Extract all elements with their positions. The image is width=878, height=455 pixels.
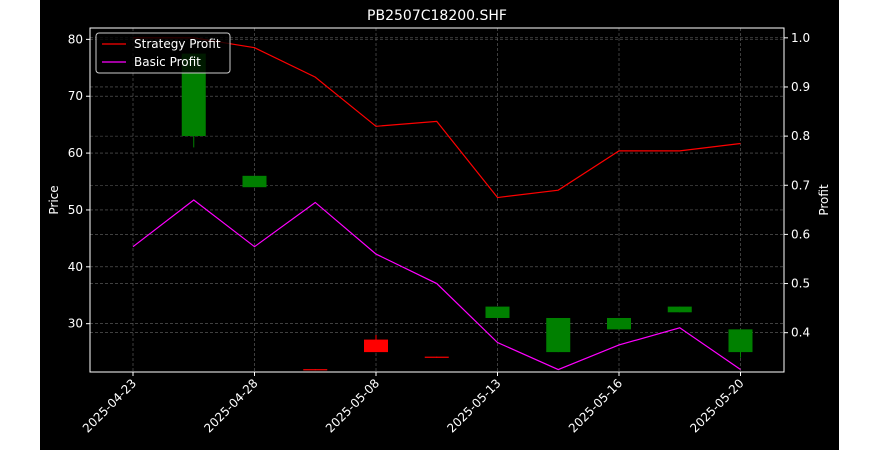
y-tick-label-right: 0.4: [791, 326, 810, 340]
basic-profit-line: [132, 199, 741, 371]
candle-body: [242, 175, 267, 188]
candle-body: [607, 317, 631, 330]
legend-label-strategy: Strategy Profit: [134, 37, 221, 51]
candle-body: [546, 317, 571, 353]
y-tick-label-left: 50: [68, 203, 83, 217]
y-tick-label-left: 60: [68, 146, 83, 160]
figure-background: [40, 0, 839, 450]
legend: Strategy Profit Basic Profit: [95, 32, 231, 74]
y-tick-label-right: 1.0: [791, 31, 810, 45]
y-tick-label-right: 0.5: [791, 277, 810, 291]
y-tick-label-left: 30: [68, 317, 83, 331]
y-tick-label-right: 0.9: [791, 80, 810, 94]
legend-box: [95, 32, 231, 74]
candle-body: [424, 356, 449, 358]
line-layer: [132, 37, 741, 371]
y-axis-label-right: Profit: [817, 184, 831, 216]
y-tick-label-left: 40: [68, 260, 83, 274]
candle-body: [485, 306, 510, 318]
y-axis-label-left: Price: [47, 185, 61, 214]
y-tick-label-right: 0.7: [791, 178, 810, 192]
candle-body: [303, 369, 328, 371]
candle-body: [667, 306, 692, 313]
y-tick-label-right: 0.8: [791, 129, 810, 143]
y-tick-label-right: 0.6: [791, 227, 810, 241]
candle-body: [728, 329, 753, 353]
chart-title: PB2507C18200.SHF: [367, 8, 507, 24]
strategy-profit-line: [133, 37, 741, 199]
plot-frame: [89, 27, 785, 373]
y-tick-label-left: 70: [68, 89, 83, 103]
candle-body: [364, 339, 388, 353]
y-tick-label-left: 80: [68, 32, 83, 46]
legend-label-basic: Basic Profit: [134, 55, 201, 69]
candle-layer: [181, 53, 753, 371]
